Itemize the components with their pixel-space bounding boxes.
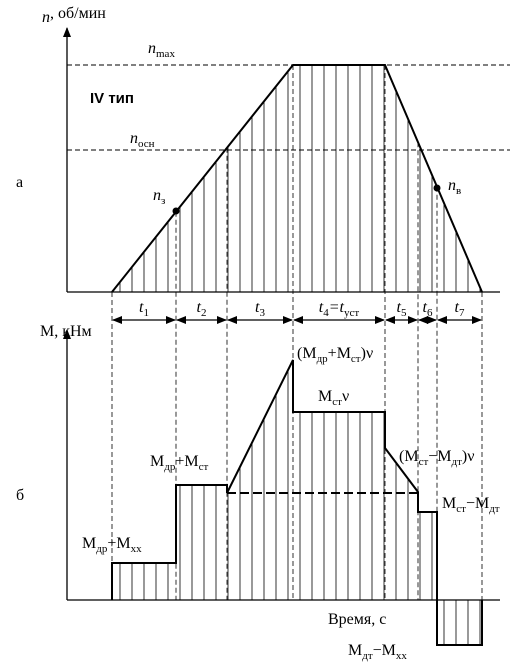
label-part: дт [452, 456, 463, 468]
label-part: n [130, 130, 138, 147]
label-part: уст [344, 307, 359, 319]
label-part: t [197, 299, 202, 316]
label-part: +M [175, 453, 198, 470]
interval-label: t4=tуст [319, 299, 360, 319]
label-part: б [16, 487, 24, 504]
label-part: n [153, 187, 161, 204]
label-part: n [42, 9, 50, 26]
torque-label: (Mст−Mдт)ν [399, 448, 474, 468]
label-part: t [455, 299, 460, 316]
label-part: хх [396, 650, 408, 662]
label-part: хх [131, 543, 143, 555]
label-part: Время, с [328, 611, 386, 628]
label-part: n [448, 177, 456, 194]
label-part: M [82, 535, 96, 552]
label-part: др [164, 461, 176, 473]
x-axis-label: Время, с [328, 611, 386, 628]
label-part: +M [328, 345, 351, 362]
label-part: t [139, 299, 144, 316]
label-part: M, кНм [40, 323, 92, 340]
y-axis-label: M, кНм [40, 323, 92, 340]
label-part: −M [428, 448, 451, 465]
label-part: дт [489, 503, 500, 515]
panel-label: б [16, 487, 24, 504]
interval-label: t1 [139, 299, 149, 319]
label-part: −M [373, 642, 396, 659]
label-part: ст [351, 353, 361, 365]
torque-label: Mдр+Mст [150, 453, 208, 473]
label-part: 6 [427, 307, 433, 319]
label-part: )ν [361, 345, 374, 362]
label-part: M [318, 388, 332, 405]
torque-label: (Mдр+Mст)ν [297, 345, 373, 365]
label-part: t [319, 299, 324, 316]
label-part: (M [297, 345, 317, 362]
label-part: )ν [462, 448, 475, 465]
label-part: t [423, 299, 428, 316]
label-part: ст [332, 396, 342, 408]
label-part: M [348, 642, 362, 659]
label-part: M [150, 453, 164, 470]
label-part: , об/мин [50, 5, 106, 22]
torque-label: Mдт−Mхх [348, 642, 407, 662]
interval-label: t7 [455, 299, 465, 319]
type-label: IV тип [90, 90, 134, 107]
y-axis-label: n, об/мин [42, 5, 106, 26]
label-part: др [317, 353, 329, 365]
label-part: 4 [323, 307, 329, 319]
label-part: ст [419, 456, 429, 468]
label-part: з [161, 195, 165, 207]
label-part: IV тип [90, 90, 134, 107]
label-part: 2 [201, 307, 207, 319]
label-part: 5 [401, 307, 407, 319]
panel-label: а [16, 174, 23, 191]
label-part: M [442, 495, 456, 512]
label-part: (M [399, 448, 419, 465]
label-part: 1 [143, 307, 149, 319]
label-part: 7 [459, 307, 465, 319]
interval-bounds [111, 65, 483, 600]
label-part: n [148, 40, 156, 57]
label-part: ν [342, 388, 349, 405]
label-part: ст [456, 503, 466, 515]
torque-profile [111, 359, 483, 646]
label-part: 3 [259, 307, 265, 319]
label-part: max [156, 48, 175, 60]
label-part: др [96, 543, 108, 555]
label-part: осн [138, 138, 155, 150]
label-part: +M [107, 535, 130, 552]
speed-label: nосн [130, 130, 155, 150]
label-part: а [16, 174, 23, 191]
label-part: t [397, 299, 402, 316]
label-part: −M [466, 495, 489, 512]
point-nv [433, 184, 441, 192]
label-part: =t [329, 299, 345, 316]
interval-label: t3 [255, 299, 265, 319]
torque-label: Mст−Mдт [442, 495, 500, 515]
interval-label: t6 [423, 299, 433, 319]
torque-label: Mдр+Mхх [82, 535, 142, 555]
label-part: t [255, 299, 260, 316]
speed-label: nз [153, 187, 165, 207]
label-part: дт [362, 650, 373, 662]
point-nz [172, 207, 180, 215]
label-part: ст [199, 461, 209, 473]
interval-label: t2 [197, 299, 207, 319]
speed-profile [111, 64, 483, 293]
hatching [119, 65, 481, 645]
label-part: в [456, 185, 461, 197]
speed-label: nв [448, 177, 461, 197]
torque-label: Mстν [318, 388, 349, 408]
speed-label: nmax [148, 40, 175, 60]
interval-label: t5 [397, 299, 407, 319]
